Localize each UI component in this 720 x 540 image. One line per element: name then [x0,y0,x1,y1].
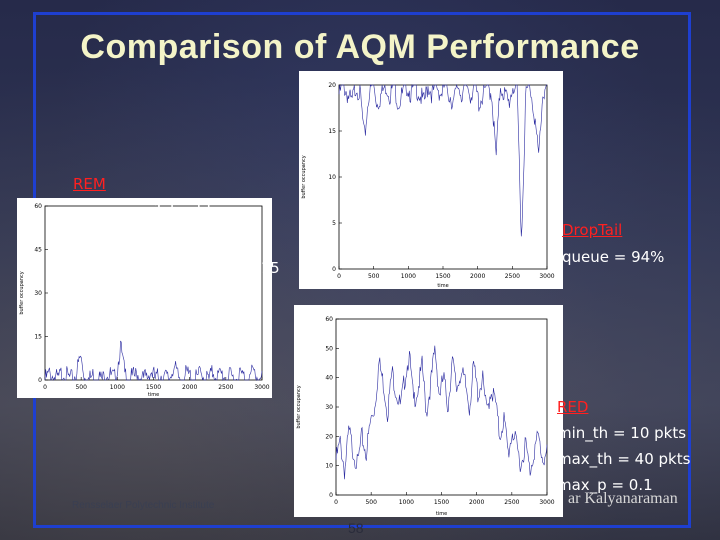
y-tick-label: 5 [332,220,336,227]
x-tick-label: 2000 [470,273,485,280]
plot-area [338,84,548,270]
x-tick-label: 3000 [539,273,554,280]
x-tick-label: 1000 [401,273,416,280]
x-axis-label: time [148,392,159,398]
y-tick-label: 10 [325,463,333,470]
x-tick-label: 1000 [399,499,414,506]
x-tick-label: 0 [43,384,47,391]
footer-author: ar Kalyanaraman [568,490,678,507]
red-min-th-text: min_th = 10 pkts [557,424,687,442]
y-tick-label: 20 [328,82,336,89]
y-tick-label: 40 [325,375,333,382]
footer-institute: Rensselaer Polytechnic Institute [72,500,215,511]
x-tick-label: 2500 [218,384,233,391]
y-axis-label: buffer occupancy [296,385,302,428]
x-tick-label: 2000 [469,499,484,506]
x-tick-label: 3000 [254,384,269,391]
page-number: 58 [348,520,364,536]
droptail-queue-text: queue = 94% [562,248,665,266]
y-tick-label: 20 [325,433,333,440]
x-tick-label: 1000 [110,384,125,391]
y-axis-label: buffer occupancy [301,155,307,198]
y-axis-label: buffer occupancy [19,271,25,314]
x-tick-label: 500 [368,273,380,280]
y-tick-label: 0 [38,377,42,384]
slide-title: Comparison of AQM Performance [80,28,640,66]
series-line [335,345,548,480]
red-max-th-text: max_th = 40 pkts [557,450,691,468]
x-tick-label: 500 [365,499,377,506]
x-tick-label: 2500 [504,499,519,506]
rem-utilization-text: utilization = 92% [75,230,222,250]
y-tick-label: 15 [328,128,336,135]
rem-params-text: γ = 0.05, α = 0.4, ϕ = 1.15 [75,259,280,277]
y-tick-label: 60 [34,203,42,210]
x-tick-label: 2000 [182,384,197,391]
y-tick-label: 0 [329,492,333,499]
y-tick-label: 10 [328,174,336,181]
y-tick-label: 50 [325,345,333,352]
y-tick-label: 45 [34,247,42,254]
droptail-link[interactable]: DropTail [562,221,623,239]
x-tick-label: 500 [75,384,87,391]
rem-plot: 0 500 1000 1500 2000 2500 3000 0 15 30 45 60 time buf… [17,198,272,398]
droptail-plot: 0 500 1000 1500 2000 2500 3000 0 5 10 15 20 time buff… [299,71,563,289]
y-tick-label: 0 [332,266,336,273]
x-tick-label: 0 [334,499,338,506]
x-tick-label: 1500 [434,499,449,506]
x-tick-label: 2500 [505,273,520,280]
red-max-p-text: max_p = 0.1 [557,476,653,494]
plot-area [335,318,548,496]
red-plot: 0 500 1000 1500 2000 2500 3000 0 10 20 30 40 50 60 tim… [294,305,563,517]
rem-queue-text: queue = 1.5 pkts [75,201,222,221]
series-line [44,340,263,382]
y-tick-label: 60 [325,316,333,323]
series-line [338,83,547,237]
x-tick-label: 0 [337,273,341,280]
red-link[interactable]: RED [557,398,589,416]
y-tick-label: 30 [34,290,42,297]
x-axis-label: time [436,511,447,517]
rem-link[interactable]: REM [73,175,106,193]
x-tick-label: 1500 [435,273,450,280]
x-axis-label: time [437,283,448,289]
x-tick-label: 3000 [539,499,554,506]
y-tick-label: 30 [325,404,333,411]
y-tick-label: 15 [34,334,42,341]
x-tick-label: 1500 [146,384,161,391]
